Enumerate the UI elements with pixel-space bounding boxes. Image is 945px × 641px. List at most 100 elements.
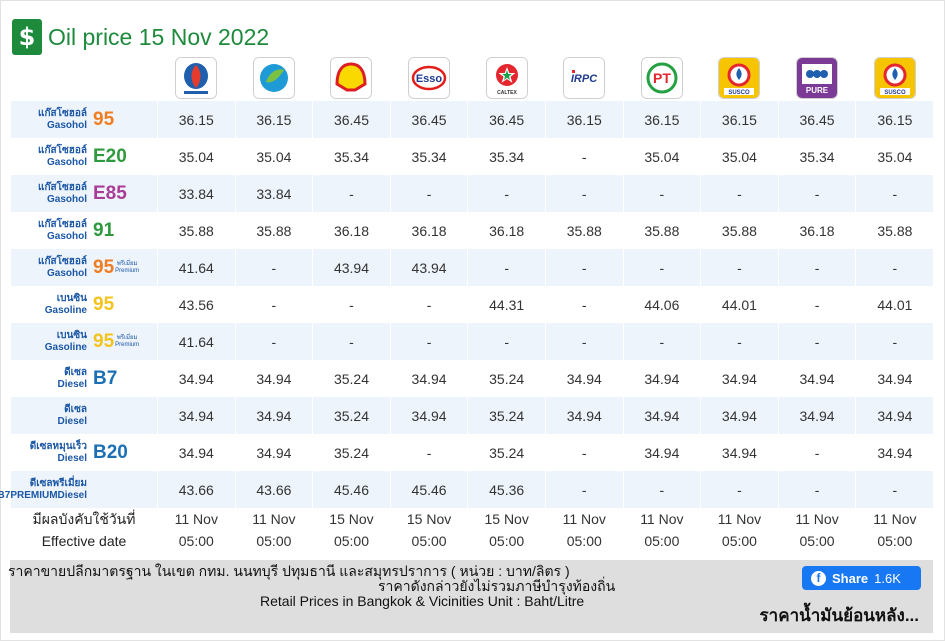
effective-date-value: 15 Nov [406, 511, 452, 527]
price-cell-irpc: 34.94 [544, 397, 624, 434]
fuel-name-thai: แก๊สโซฮอล์ [38, 181, 87, 193]
brand-header-caltex: CALTEX [467, 55, 546, 101]
fuel-grade: 95 [93, 293, 115, 315]
price-cell-shell: 45.46 [312, 471, 391, 508]
price-cell-caltex: 44.31 [467, 286, 546, 323]
bangchak-logo [252, 57, 295, 99]
price-cell-ptt: 41.64 [157, 249, 236, 286]
price-cell-susco2: - [855, 249, 934, 286]
svg-text:SUSCO: SUSCO [884, 90, 906, 96]
svg-text:PURE: PURE [806, 86, 829, 95]
brand-header-ptt [157, 55, 236, 101]
price-cell-ptt: 34.94 [157, 397, 236, 434]
fuel-row: แก๊สโซฮอล์ Gasohol 95 36.15 36.15 36.45 36.45 3… [10, 101, 934, 138]
effective-time-value: 05:00 [877, 533, 913, 549]
fuel-name-english: Gasohol [46, 230, 87, 242]
price-cell-bangchak: 35.88 [234, 212, 313, 249]
price-cell-bangchak: 34.94 [234, 397, 313, 434]
facebook-share-button[interactable]: f Share 1.6K [802, 566, 921, 590]
fuel-name-thai: ดีเซลหมุนเร็ว [29, 440, 87, 452]
effective-date-pure: 11 Nov 05:00 [777, 508, 856, 552]
fuel-grade: 95 [93, 256, 115, 278]
fuel-name-thai: ดีเซลพรีเมี่ยม [29, 477, 87, 489]
svg-text:CALTEX: CALTEX [497, 90, 517, 96]
effective-date-ptt: 11 Nov 05:00 [157, 508, 236, 552]
price-cell-pure: 35.34 [777, 138, 856, 175]
price-cell-caltex: - [467, 323, 546, 360]
fuel-name-english: Gasoline [44, 341, 87, 353]
price-cell-pt: 35.04 [622, 138, 701, 175]
effective-time-value: 05:00 [178, 533, 214, 549]
fuel-label-cell: เบนซิน Gasoline 95 พรีเมี่ยม Premium [10, 323, 158, 360]
price-cell-pure: - [777, 249, 856, 286]
brand-header-shell [312, 55, 391, 101]
price-cell-esso: 43.94 [389, 249, 468, 286]
price-cell-caltex: - [467, 249, 546, 286]
price-cell-irpc: - [544, 138, 624, 175]
effective-date-value: 11 Nov [562, 511, 606, 527]
share-label: Share [832, 570, 869, 586]
price-cell-bangchak: - [234, 249, 313, 286]
fuel-label-cell: ดีเซลพรีเมี่ยม B7PREMIUMDiesel [0, 471, 158, 508]
premium-tag-english: Premium [115, 267, 140, 274]
premium-tag-english: Premium [115, 341, 140, 348]
effective-time-value: 05:00 [333, 533, 369, 549]
price-cell-ptt: 36.15 [157, 101, 236, 138]
fuel-name-thai: แก๊สโซฮอล์ [38, 218, 87, 230]
fuel-grade: E85 [93, 182, 127, 204]
svg-text:SUSCO: SUSCO [729, 90, 751, 96]
price-cell-ptt: 34.94 [157, 360, 236, 397]
page-header: $ Oil price 15 Nov 2022 [12, 18, 269, 56]
fuel-name-english: Gasohol [46, 267, 87, 279]
effective-time-value: 05:00 [256, 533, 292, 549]
price-cell-shell: 43.94 [312, 249, 391, 286]
svg-text:PT: PT [653, 70, 671, 86]
price-cell-esso: - [389, 323, 468, 360]
price-cell-esso: - [389, 175, 468, 212]
price-cell-irpc: - [544, 434, 624, 471]
susco-logo: SUSCO [873, 57, 916, 99]
price-cell-caltex: 35.24 [467, 397, 546, 434]
fuel-name-thai: แก๊สโซฮอล์ [38, 107, 87, 119]
price-cell-bangchak: 43.66 [234, 471, 313, 508]
fuel-name-english: Diesel [57, 378, 87, 390]
effective-date-value: 11 Nov [795, 511, 839, 527]
price-cell-esso: - [389, 434, 468, 471]
price-cell-shell: 36.45 [312, 101, 391, 138]
effective-date-caltex: 15 Nov 05:00 [467, 508, 546, 552]
effective-date-esso: 15 Nov 05:00 [389, 508, 468, 552]
svg-text:IRPC: IRPC [571, 73, 598, 85]
effective-date-pt: 11 Nov 05:00 [622, 508, 701, 552]
price-history-link[interactable]: ราคาน้ำมันย้อนหลัง... [759, 606, 919, 625]
fuel-label-cell: เบนซิน Gasoline 95 [10, 286, 158, 323]
share-count: 1.6K [874, 570, 901, 586]
effective-date-bangchak: 11 Nov 05:00 [234, 508, 313, 552]
price-cell-bangchak: 34.94 [234, 360, 313, 397]
price-cell-caltex: 45.36 [467, 471, 546, 508]
price-cell-ptt: 34.94 [157, 434, 236, 471]
price-cell-susco1: 36.15 [700, 101, 779, 138]
price-cell-caltex: 36.18 [467, 212, 546, 249]
price-cell-shell: - [312, 323, 391, 360]
footer-note-thai: ราคาขายปลีกมาตรฐาน ในเขต กทม. นนทบุรี ปท… [8, 563, 570, 579]
price-cell-ptt: 41.64 [157, 323, 236, 360]
caltex-logo: CALTEX [485, 57, 528, 99]
price-cell-shell: 35.34 [312, 138, 391, 175]
price-cell-pt: 34.94 [622, 397, 701, 434]
premium-tag: พรีเมี่ยม Premium [115, 335, 139, 349]
price-cell-pure: 34.94 [777, 397, 856, 434]
price-cell-shell: 35.24 [312, 397, 391, 434]
fuel-pump-money-icon: $ [12, 19, 42, 55]
price-cell-susco2: 34.94 [855, 397, 934, 434]
fuel-label-cell: แก๊สโซฮอล์ Gasohol 95 [10, 101, 158, 138]
effective-date-susco2: 11 Nov 05:00 [855, 508, 934, 552]
fuel-grade: 95 [93, 330, 115, 352]
price-cell-ptt: 35.04 [157, 138, 236, 175]
effective-time-value: 05:00 [644, 533, 680, 549]
price-cell-susco2: 34.94 [855, 434, 934, 471]
price-cell-susco1: 34.94 [700, 397, 779, 434]
shell-logo [330, 57, 373, 99]
fuel-grade: B20 [93, 441, 128, 463]
price-cell-pt: - [622, 471, 701, 508]
price-cell-irpc: - [544, 249, 624, 286]
